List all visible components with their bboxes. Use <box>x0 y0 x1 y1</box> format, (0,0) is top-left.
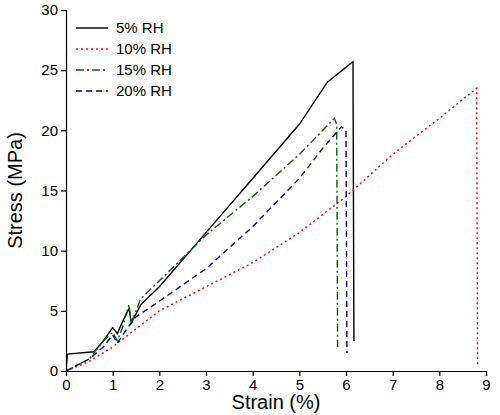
tick-label: 1 <box>109 376 117 393</box>
legend-label: 15% RH <box>116 61 172 78</box>
tick-label: 6 <box>342 376 350 393</box>
plot: 0 1 2 3 4 5 6 7 8 9 0 5 10 15 20 25 30 Strain (%) Stress (… <box>4 1 491 413</box>
tick: 1 <box>109 371 117 393</box>
legend-swatch <box>76 27 108 28</box>
tick-mark <box>61 190 66 191</box>
tick-label: 10 <box>41 242 58 259</box>
tick-label: 15 <box>41 182 58 199</box>
tick-mark <box>61 130 66 131</box>
tick: 7 <box>389 371 397 393</box>
tick: 0 <box>62 371 70 393</box>
tick-mark <box>61 70 66 71</box>
tick-label: 0 <box>62 376 70 393</box>
legend-label: 10% RH <box>116 40 172 57</box>
tick: 25 <box>41 61 66 78</box>
tick: 30 <box>41 1 66 18</box>
tick-label: 7 <box>389 376 397 393</box>
tick-label: 5 <box>50 302 58 319</box>
tick-label: 25 <box>41 61 58 78</box>
tick-mark <box>61 10 66 11</box>
axis-line <box>61 11 67 372</box>
tick: 5 <box>296 371 304 393</box>
tick: 20 <box>41 122 66 139</box>
legend-swatch <box>76 48 108 49</box>
tick: 5 <box>50 302 66 319</box>
y-axis-title: Stress (MPa) <box>4 132 26 249</box>
tick-mark <box>61 251 66 252</box>
tick-label: 9 <box>482 376 490 393</box>
series-line <box>66 127 347 371</box>
lines <box>66 62 478 371</box>
tick-label: 20 <box>41 122 58 139</box>
tick: 0 <box>50 362 66 379</box>
tick: 10 <box>41 242 66 259</box>
tick: 6 <box>342 371 350 393</box>
legend-swatch <box>76 90 108 91</box>
tick-mark <box>61 311 66 312</box>
x-axis-title: Strain (%) <box>232 391 321 413</box>
tick: 9 <box>482 371 490 393</box>
tick-label: 0 <box>50 362 58 379</box>
chart: 0 1 2 3 4 5 6 7 8 9 0 5 10 15 20 25 30 Strain (%) Stress (… <box>0 0 500 415</box>
legend-label: 20% RH <box>116 82 172 99</box>
series-line <box>66 88 478 371</box>
tick-label: 2 <box>156 376 164 393</box>
series-line <box>66 62 354 371</box>
series-line <box>66 118 338 371</box>
tick-mark <box>61 371 66 372</box>
legend: 5% RH 10% RH 15% RH 20% RH <box>76 19 172 99</box>
legend-label: 5% RH <box>116 19 164 36</box>
legend-swatch <box>76 69 108 70</box>
tick-label: 8 <box>436 376 444 393</box>
tick-label: 3 <box>202 376 210 393</box>
tick: 8 <box>436 371 444 393</box>
tick-label: 30 <box>41 1 58 18</box>
x-axis: 0 1 2 3 4 5 6 7 8 9 <box>62 371 490 393</box>
tick: 15 <box>41 182 66 199</box>
axis-line <box>67 372 487 377</box>
tick: 4 <box>249 371 257 393</box>
y-axis: 0 5 10 15 20 25 30 <box>41 1 66 379</box>
tick: 2 <box>156 371 164 393</box>
tick: 3 <box>202 371 210 393</box>
